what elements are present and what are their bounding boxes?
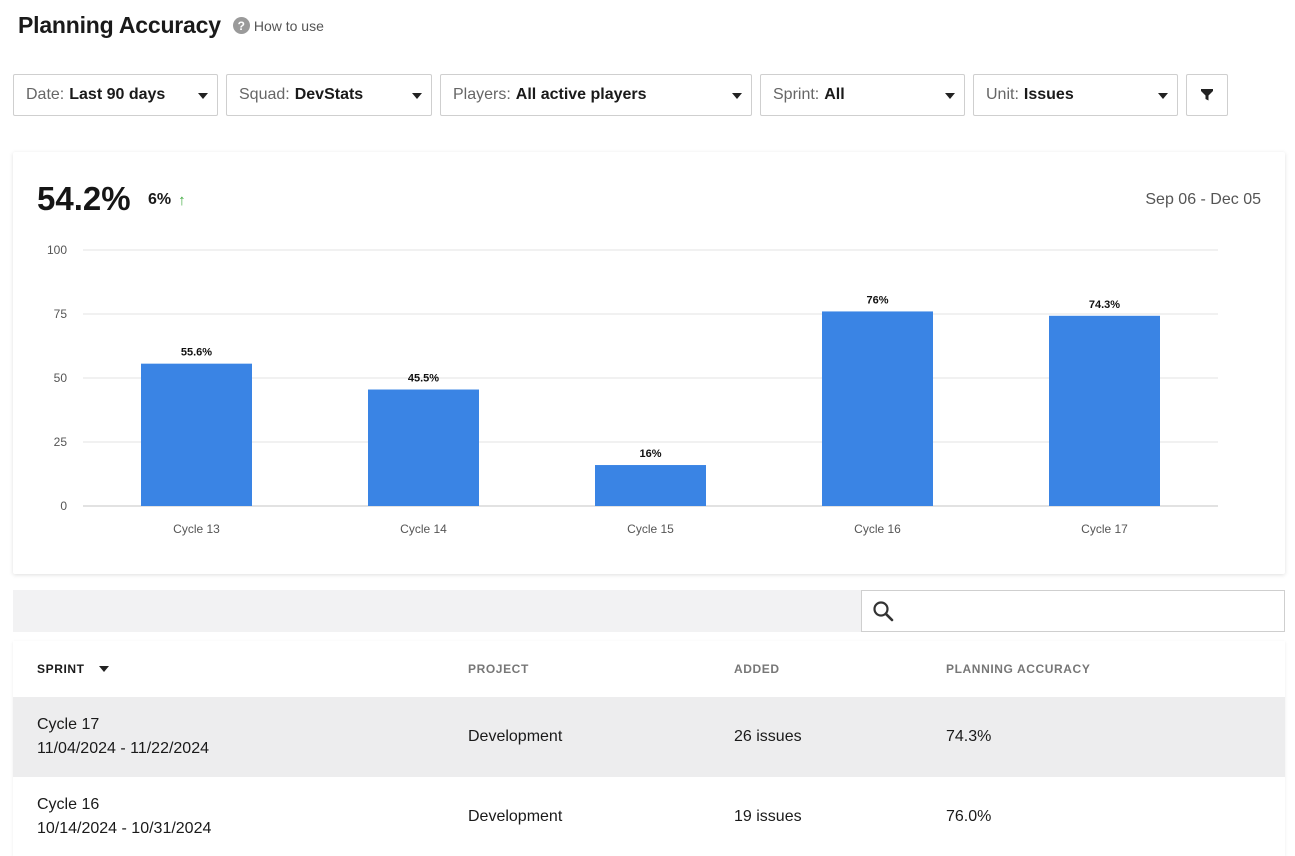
bar	[595, 465, 706, 506]
advanced-filter-button[interactable]	[1186, 74, 1228, 116]
change-indicator: 6% ↑	[148, 191, 186, 209]
how-to-use-link[interactable]: ? How to use	[232, 17, 324, 34]
data-label: 16%	[639, 448, 661, 460]
x-tick-label: Cycle 17	[1081, 522, 1128, 536]
filter-value: Issues	[1023, 86, 1074, 103]
column-header-planning-accuracy: PLANNING ACCURACY	[946, 662, 1091, 676]
added-cell: 26 issues	[734, 728, 802, 745]
added-cell: 19 issues	[734, 808, 802, 825]
question-circle-icon: ?	[232, 17, 250, 34]
sort-desc-icon	[98, 666, 109, 672]
x-tick-label: Cycle 16	[854, 522, 901, 536]
bar-chart: 0 25 50 75 100 55.6% Cycle 13 45.5% Cycle 14 16% C…	[47, 243, 1218, 536]
funnel-icon	[1201, 89, 1213, 101]
filter-label: Unit:	[986, 86, 1019, 103]
filter-value: Last 90 days	[69, 86, 166, 103]
sprint-dates: 11/04/2024 - 11/22/2024	[37, 740, 209, 757]
sprint-dates: 10/14/2024 - 10/31/2024	[37, 820, 212, 837]
squad-filter[interactable]: Squad: DevStats	[226, 74, 432, 116]
filter-label: Players:	[453, 86, 511, 103]
filter-label: Sprint:	[773, 86, 820, 103]
accuracy-cell: 74.3%	[946, 728, 992, 745]
data-label: 76%	[866, 294, 888, 306]
date-range: Sep 06 - Dec 05	[1145, 191, 1261, 208]
filter-value: DevStats	[294, 86, 364, 103]
chevron-down-icon	[198, 93, 208, 99]
bar	[141, 363, 252, 506]
filter-label: Date:	[26, 86, 65, 103]
bar	[368, 389, 479, 506]
y-tick-label: 100	[47, 243, 67, 257]
players-filter[interactable]: Players: All active players	[440, 74, 752, 116]
chevron-down-icon	[945, 93, 955, 99]
filter-value: All active players	[515, 86, 647, 103]
date-filter[interactable]: Date: Last 90 days	[13, 74, 218, 116]
project-cell: Development	[468, 808, 563, 825]
sprint-name: Cycle 17	[37, 716, 100, 733]
chevron-down-icon	[732, 93, 742, 99]
y-tick-label: 75	[54, 307, 68, 321]
x-tick-label: Cycle 15	[627, 522, 674, 536]
x-tick-label: Cycle 14	[400, 522, 447, 536]
x-tick-label: Cycle 13	[173, 522, 220, 536]
chart-card: 54.2% 6% ↑ Sep 06 - Dec 05 0 25 50 75 100 55.…	[13, 152, 1285, 574]
data-label: 55.6%	[181, 347, 212, 359]
y-tick-label: 50	[54, 371, 68, 385]
bar	[822, 311, 933, 506]
search-icon	[873, 601, 894, 622]
table-row[interactable]: Cycle 16 10/14/2024 - 10/31/2024 Develop…	[13, 777, 1285, 856]
project-cell: Development	[468, 728, 563, 745]
sprint-filter[interactable]: Sprint: All	[760, 74, 965, 116]
accuracy-metric: 54.2%	[37, 180, 131, 217]
search-box[interactable]	[861, 590, 1285, 632]
chevron-down-icon	[412, 93, 422, 99]
column-header-added: ADDED	[734, 662, 780, 676]
y-tick-label: 0	[60, 499, 67, 513]
search-input[interactable]	[902, 602, 1282, 620]
sprint-table: SPRINT PROJECT ADDED PLANNING ACCURACY C…	[13, 641, 1285, 856]
bar	[1049, 315, 1160, 506]
column-header-project: PROJECT	[468, 662, 529, 676]
arrow-up-icon: ↑	[178, 191, 186, 209]
page-header: Planning Accuracy ? How to use	[18, 12, 324, 39]
data-label: 74.3%	[1089, 299, 1120, 311]
data-label: 45.5%	[408, 373, 439, 385]
unit-filter[interactable]: Unit: Issues	[973, 74, 1178, 116]
sprint-name: Cycle 16	[37, 796, 100, 813]
how-to-use-label: How to use	[253, 17, 324, 34]
column-header-sprint[interactable]: SPRINT	[37, 662, 109, 676]
y-tick-label: 25	[54, 435, 68, 449]
filter-label: Squad:	[239, 86, 290, 103]
page-title: Planning Accuracy	[18, 12, 221, 38]
table-header: SPRINT PROJECT ADDED PLANNING ACCURACY	[13, 641, 1285, 697]
table-row[interactable]: Cycle 17 11/04/2024 - 11/22/2024 Develop…	[13, 697, 1285, 777]
filter-value: All	[824, 86, 845, 103]
accuracy-cell: 76.0%	[946, 808, 992, 825]
table-toolbar	[13, 590, 1285, 632]
column-label: SPRINT	[37, 662, 85, 676]
chevron-down-icon	[1158, 93, 1168, 99]
change-value: 6%	[148, 191, 172, 208]
